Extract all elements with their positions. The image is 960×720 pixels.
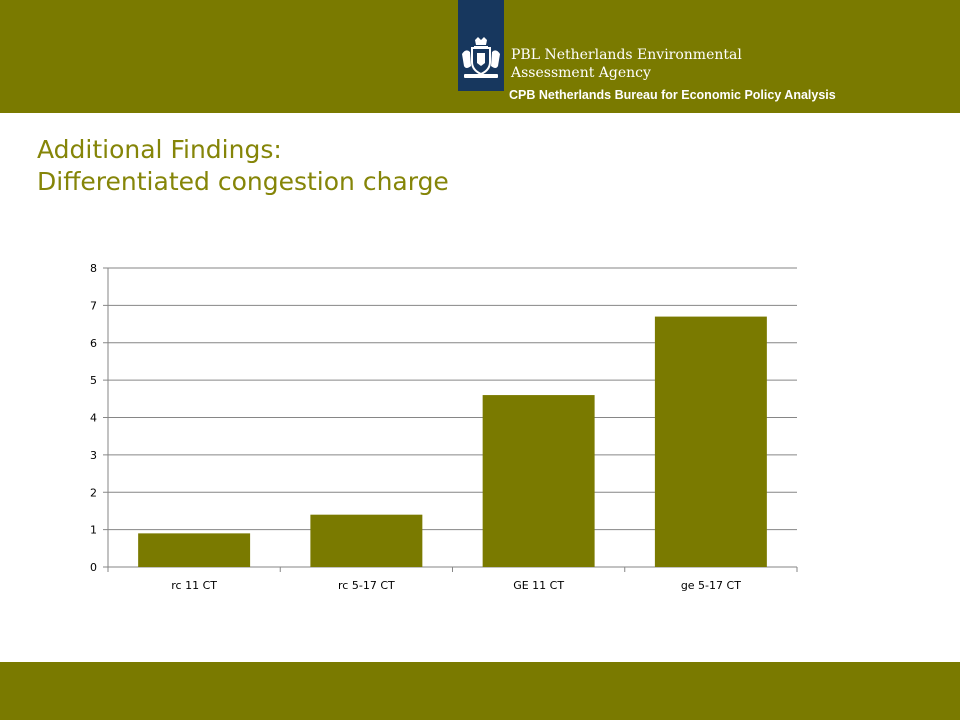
x-category-label: rc 5-17 CT: [338, 579, 395, 592]
y-tick-label: 0: [90, 561, 97, 574]
bar: [310, 514, 423, 567]
x-category-label: GE 11 CT: [513, 579, 564, 592]
bar: [138, 533, 251, 567]
x-category-label: rc 11 CT: [171, 579, 217, 592]
y-tick-label: 6: [90, 337, 97, 350]
slide-title-line1: Additional Findings:: [37, 135, 282, 164]
bar: [654, 316, 767, 567]
y-tick-label: 5: [90, 374, 97, 387]
royal-crest-icon: [462, 37, 500, 78]
y-tick-label: 8: [90, 262, 97, 275]
y-tick-label: 7: [90, 299, 97, 312]
slide-title-line2: Differentiated congestion charge: [37, 167, 449, 196]
y-tick-label: 3: [90, 449, 97, 462]
y-tick-label: 2: [90, 486, 97, 499]
x-category-label: ge 5-17 CT: [681, 579, 741, 592]
organization-name-line2: Assessment Agency: [511, 65, 651, 81]
logo-banner: [458, 0, 504, 91]
bar: [482, 395, 595, 567]
y-tick-label: 1: [90, 524, 97, 537]
y-tick-label: 4: [90, 412, 97, 425]
bureau-name: CPB Netherlands Bureau for Economic Poli…: [509, 88, 836, 102]
footer-band: [0, 662, 960, 720]
organization-name-line1: PBL Netherlands Environmental: [511, 47, 742, 63]
slide-title: Additional Findings: Differentiated cong…: [37, 134, 737, 198]
organization-name: PBL Netherlands Environmental Assessment…: [511, 46, 771, 82]
